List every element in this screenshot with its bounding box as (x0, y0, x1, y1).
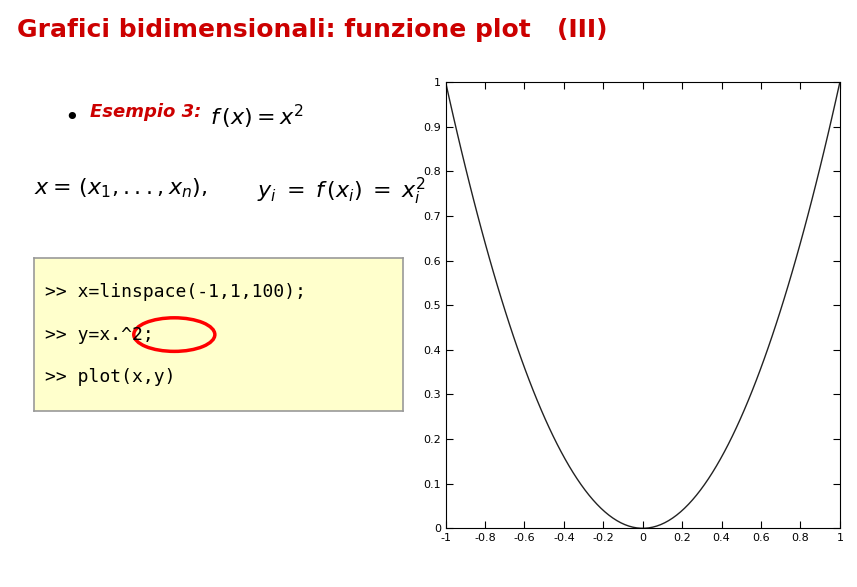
Text: >> y=x.^2;: >> y=x.^2; (45, 326, 154, 343)
Text: $x = \,(x_1,...,x_n),$: $x = \,(x_1,...,x_n),$ (34, 176, 207, 200)
Text: Grafici bidimensionali: funzione plot   (III): Grafici bidimensionali: funzione plot (I… (17, 18, 608, 42)
Text: >> x=linspace(-1,1,100);: >> x=linspace(-1,1,100); (45, 283, 306, 301)
Text: $y_i \;=\; f\,(x_i) \;=\; x_i^{2}$: $y_i \;=\; f\,(x_i) \;=\; x_i^{2}$ (257, 176, 426, 207)
Text: •: • (64, 106, 79, 130)
Text: $f\,(x) = x^{2}$: $f\,(x) = x^{2}$ (210, 103, 303, 131)
Text: >> plot(x,y): >> plot(x,y) (45, 368, 176, 386)
Text: Esempio 3:: Esempio 3: (90, 103, 201, 121)
